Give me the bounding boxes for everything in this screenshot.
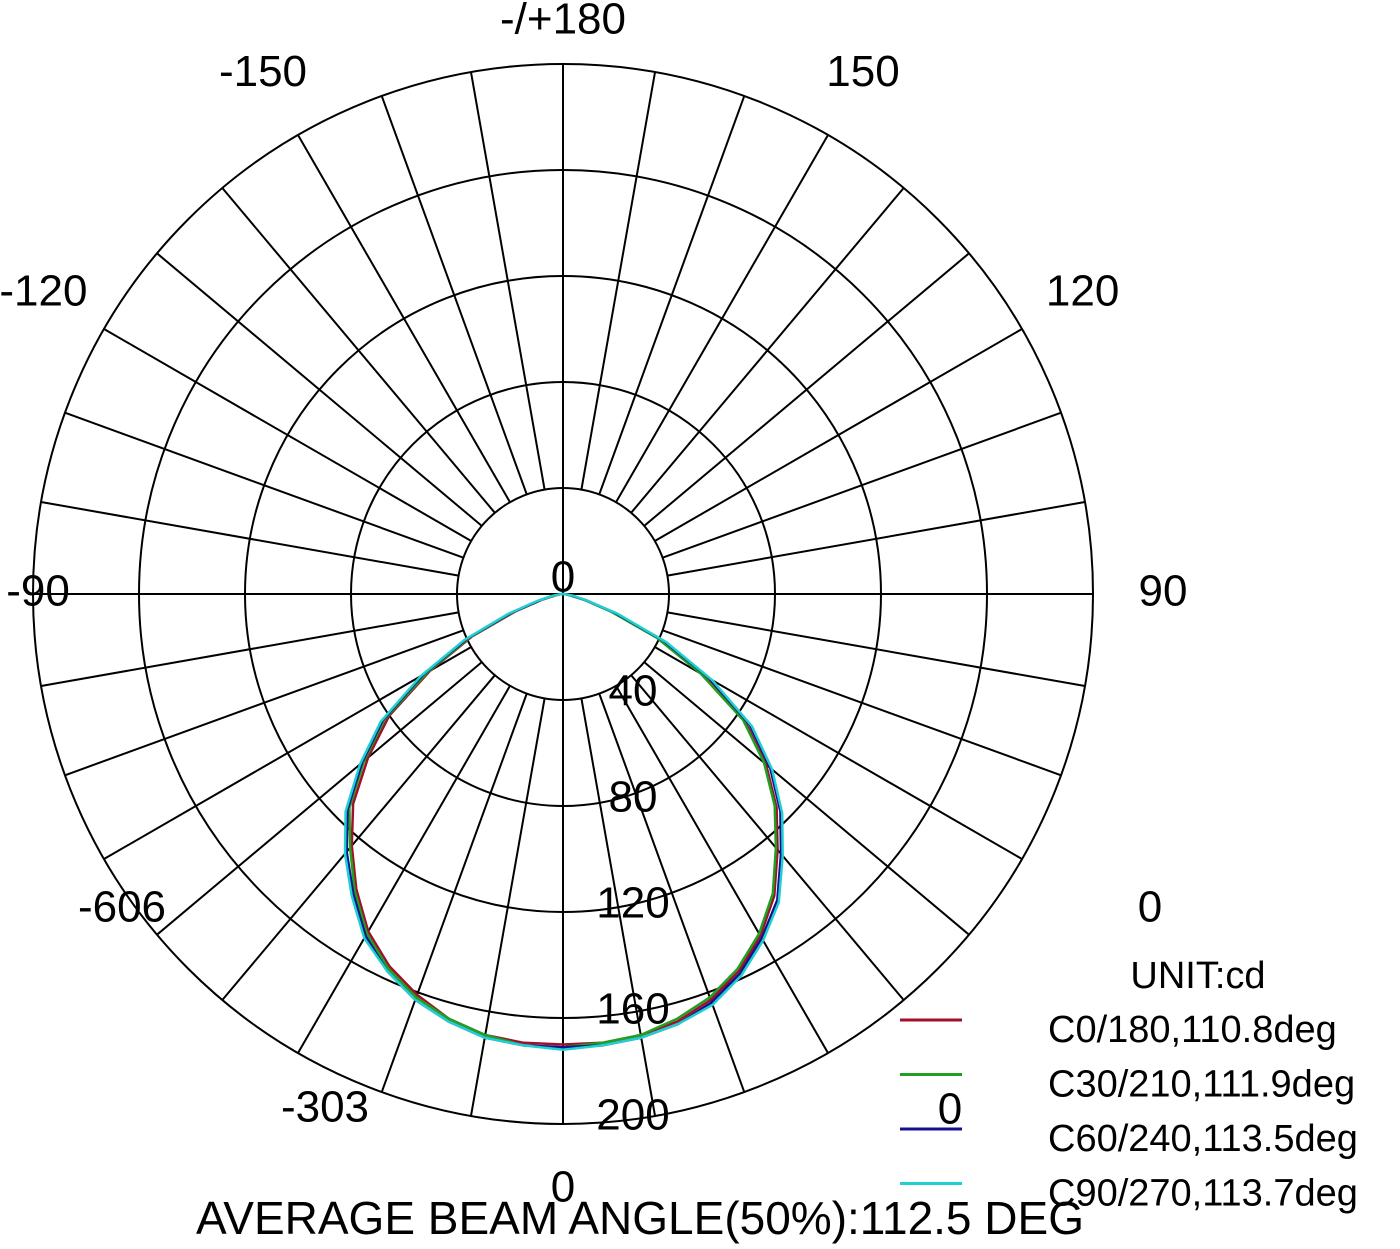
annotation: -303 <box>281 1083 369 1132</box>
spoke <box>615 134 829 503</box>
spoke <box>221 187 496 514</box>
spoke <box>103 646 472 860</box>
spoke <box>643 661 970 936</box>
spoke <box>103 328 472 542</box>
angle-tick-label: 120 <box>1046 267 1119 316</box>
angle-tick-label: -120 <box>0 267 87 316</box>
spoke <box>630 187 905 514</box>
spoke <box>662 411 1062 559</box>
spoke <box>667 611 1086 688</box>
series-line <box>343 592 784 1052</box>
annotation: 0 <box>938 1085 962 1134</box>
angle-tick-label: 0 <box>551 1163 575 1212</box>
angle-tick-label: 90 <box>1139 567 1188 616</box>
spoke <box>667 500 1086 577</box>
spoke <box>469 698 546 1117</box>
annotation: -606 <box>78 883 166 932</box>
spoke <box>580 71 657 490</box>
spoke <box>297 134 511 503</box>
legend-label: C60/240,113.5deg <box>1048 1118 1358 1160</box>
legend-label: C0/180,110.8deg <box>1048 1009 1337 1051</box>
spoke <box>654 328 1023 542</box>
spoke <box>662 629 1062 777</box>
spoke <box>643 252 970 527</box>
spoke <box>64 629 464 777</box>
legend-label: C90/270,113.7deg <box>1048 1173 1358 1215</box>
spoke <box>469 71 546 490</box>
spoke <box>221 674 496 1001</box>
angle-tick-label: -150 <box>219 47 307 96</box>
spoke <box>156 252 483 527</box>
series-line <box>350 592 779 1046</box>
r-tick-label: 120 <box>596 879 669 928</box>
annotation: 0 <box>1138 883 1162 932</box>
spoke <box>654 646 1023 860</box>
chart-title: AVERAGE BEAM ANGLE(50%):112.5 DEG <box>196 1192 1084 1244</box>
spoke <box>64 411 464 559</box>
spoke <box>598 693 746 1093</box>
r-tick-label: 40 <box>609 667 658 716</box>
spoke <box>297 685 511 1054</box>
angle-tick-label: -90 <box>6 567 70 616</box>
spoke <box>598 95 746 495</box>
spoke <box>580 698 657 1117</box>
spoke <box>40 611 459 688</box>
angle-tick-label: -/+180 <box>500 0 626 44</box>
spoke <box>630 674 905 1001</box>
r-tick-label: 200 <box>596 1091 669 1140</box>
unit-label: UNIT:cd <box>1130 955 1265 997</box>
r-tick-label: 80 <box>609 773 658 822</box>
spoke <box>40 500 459 577</box>
legend-label: C30/210,111.9deg <box>1048 1064 1355 1106</box>
angle-tick-label: 150 <box>826 47 899 96</box>
spoke <box>380 693 528 1093</box>
spoke <box>380 95 528 495</box>
spoke <box>615 685 829 1054</box>
spoke <box>156 661 483 936</box>
